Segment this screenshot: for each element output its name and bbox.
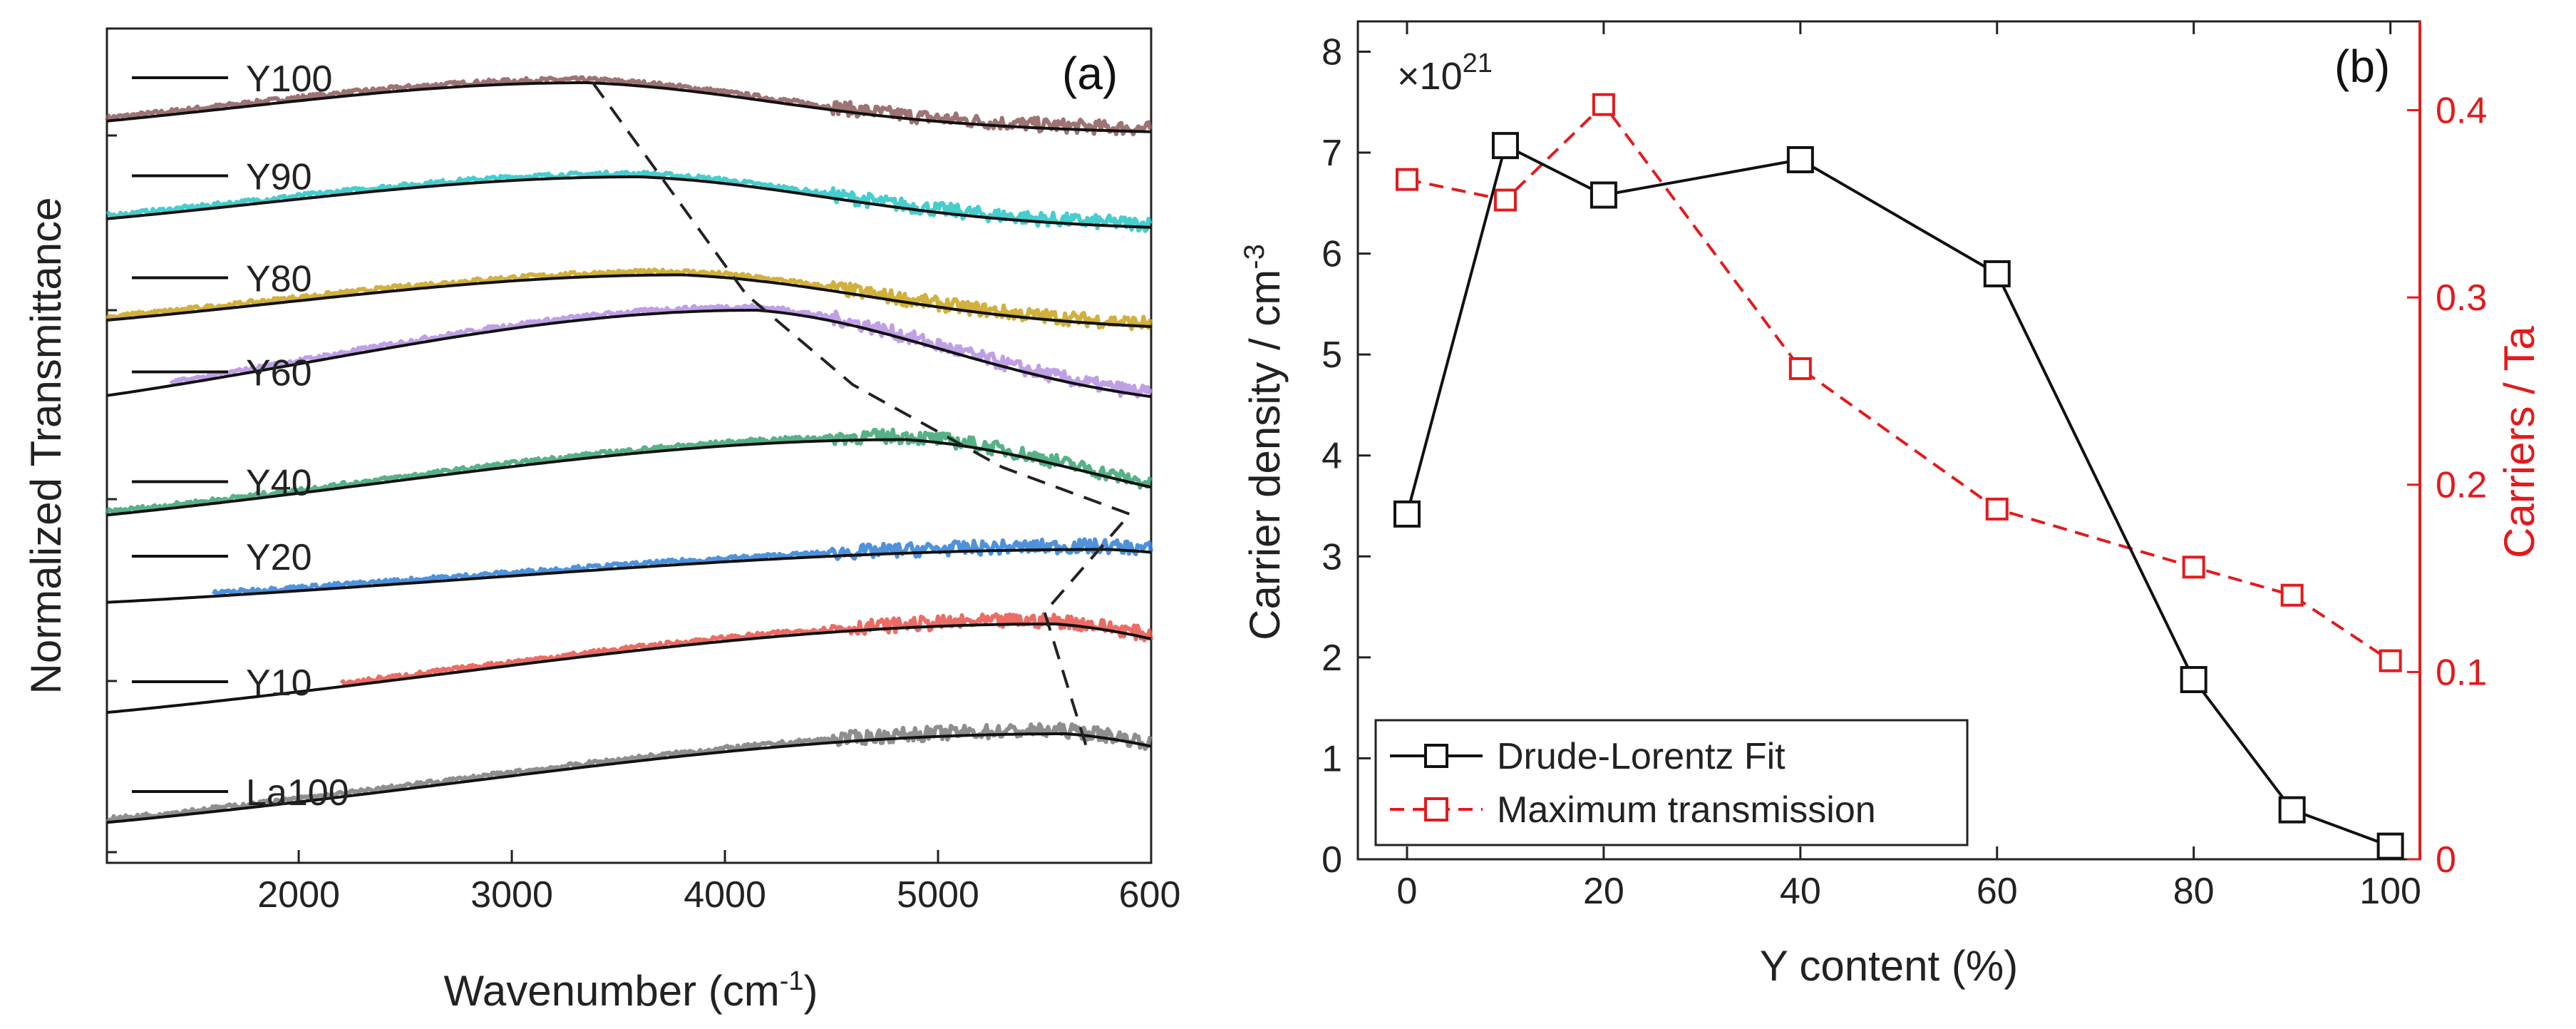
panel-a-series-labels: Y100 Y90 Y80 Y60 Y40 Y20 Y10 La100 (132, 58, 349, 814)
panel-b-x-tick-label: 100 (2359, 871, 2421, 912)
panel-b-y-tick-label: 8 (1322, 31, 1342, 73)
panel-b-y-tick-label: 0 (1322, 839, 1342, 881)
fit-curve-la100 (106, 732, 1152, 824)
series-label-y10: Y10 (246, 662, 312, 704)
marker-max-transmission (2182, 556, 2205, 579)
fit-curve-y60 (106, 309, 1152, 399)
marker-drude-lorentz (1983, 260, 2011, 287)
marker-drude-lorentz (1491, 132, 1519, 160)
panel-a-label: (a) (1062, 48, 1118, 99)
legend-swatch-drude-lorentz-marker (1424, 744, 1448, 768)
series-line-drude-lorentz (1406, 143, 2391, 848)
marker-drude-lorentz (2278, 796, 2306, 824)
panel-a-y-axis-title: Normalized Transmittance (22, 198, 70, 695)
panel-b-y-tick-label: 5 (1322, 334, 1342, 376)
marker-max-transmission (1788, 357, 1812, 380)
marker-drude-lorentz (2376, 832, 2404, 860)
panel-b-y-tick-label: 7 (1322, 133, 1342, 174)
panel-b-x-ticks: 0 20 40 60 80 100 (1397, 21, 2421, 912)
legend-frame (1374, 719, 1969, 846)
marker-max-transmission (1493, 188, 1517, 212)
panel-b-x-tick-label: 0 (1397, 871, 1418, 912)
panel-b-x-tick-label: 80 (2173, 871, 2215, 912)
panel-a-y-ticks (107, 134, 117, 854)
panel-a-x-axis-title: Wavenumber (cm-1) (444, 966, 818, 1015)
panel-b-y2-tick-label: 0.4 (2436, 90, 2487, 131)
panel-b-legend: Drude-Lorentz Fit Maximum transmission (1374, 719, 1969, 846)
series-line-max-transmission (1406, 102, 2391, 662)
panel-b-y-tick-label: 3 (1322, 536, 1342, 578)
legend-swatch-max-transmission-marker (1424, 797, 1448, 821)
panel-b-x-tick-label: 40 (1780, 871, 1821, 912)
measured-trace-y90 (105, 169, 1153, 233)
fit-curve-y10 (106, 623, 1152, 715)
series-label-y20: Y20 (246, 537, 312, 578)
panel-b-left-y-axis-title: Carrier density / cm-3 (1239, 244, 1289, 640)
panel-b-x-axis-title: Y content (%) (1760, 942, 2018, 990)
marker-max-transmission (2280, 583, 2304, 607)
panel-a-curves (105, 75, 1153, 824)
panel-b-y2-tick-label: 0.2 (2436, 465, 2487, 506)
legend-label-drude-lorentz: Drude-Lorentz Fit (1497, 736, 1786, 777)
marker-max-transmission (2379, 649, 2402, 672)
peak-shift-dashed-guide (592, 81, 1133, 750)
panel-a-plot-frame (105, 27, 1153, 864)
panel-a-x-tick-label: 5000 (897, 874, 979, 916)
panel-b-series (1393, 93, 2404, 860)
panel-a-x-tick-label: 2000 (257, 874, 340, 916)
marker-drude-lorentz (2180, 666, 2207, 694)
panel-b-right-y-axis-title: Carriers / Ta (2495, 326, 2543, 558)
marker-max-transmission (1395, 168, 1418, 191)
measured-trace-y80 (105, 267, 1153, 332)
panel-b-y-tick-label: 1 (1322, 738, 1342, 779)
panel-b-y2-tick-label: 0.1 (2436, 652, 2487, 693)
panel-b-y-tick-label: 4 (1322, 436, 1342, 477)
series-label-y40: Y40 (246, 463, 312, 504)
series-label-la100: La100 (246, 772, 349, 814)
panel-b-right-y-ticks: 0 0.1 0.2 0.3 0.4 (2407, 90, 2487, 881)
fit-curve-y20 (106, 548, 1152, 604)
panel-b-multiplier: ×1021 (1397, 48, 1493, 98)
marker-max-transmission (1592, 93, 1615, 116)
panel-b-y-tick-label: 6 (1322, 234, 1342, 275)
marker-drude-lorentz (1590, 181, 1617, 209)
panel-b-y-tick-label: 2 (1322, 638, 1342, 679)
panel-b-y2-tick-label: 0 (2436, 839, 2456, 881)
panel-b-label: (b) (2334, 41, 2390, 92)
measured-trace-la100 (105, 722, 1153, 824)
legend-label-max-transmission: Maximum transmission (1497, 789, 1876, 831)
panel-b-left-y-ticks: 0 1 2 3 4 5 6 7 8 (1322, 31, 1371, 881)
marker-max-transmission (1985, 497, 2009, 521)
series-label-y60: Y60 (246, 353, 312, 394)
fit-curve-y80 (106, 273, 1152, 328)
panel-a-x-tick-label: 4000 (684, 874, 766, 916)
marker-drude-lorentz (1393, 500, 1421, 528)
series-label-y80: Y80 (246, 259, 312, 300)
panel-b-carrier-density: 0 20 40 60 80 100 0 1 2 3 4 5 6 7 8 0 0.1 0.2 0.3 0.4 (b)… (1239, 20, 2543, 990)
marker-drude-lorentz (1786, 145, 1814, 173)
series-label-y100: Y100 (246, 58, 332, 100)
series-label-y90: Y90 (246, 157, 312, 198)
fit-curve-y90 (106, 175, 1152, 229)
fit-curve-y40 (106, 438, 1152, 517)
panel-b-x-tick-label: 60 (1977, 871, 2018, 912)
panel-b-y2-tick-label: 0.3 (2436, 277, 2487, 319)
panel-b-x-tick-label: 20 (1583, 871, 1624, 912)
measured-trace-y10 (339, 612, 1153, 687)
panel-a-x-ticks: 2000 3000 4000 5000 600 (257, 850, 1180, 916)
panel-a-spectra: 2000 3000 4000 5000 600 Y100Y90Y80Y60Y40Y20Y… (22, 27, 1180, 1015)
fit-curve-y100 (106, 81, 1152, 133)
measured-trace-y20 (211, 537, 1153, 596)
panel-a-x-tick-label: 600 (1119, 874, 1181, 916)
panel-a-x-tick-label: 3000 (470, 874, 553, 916)
